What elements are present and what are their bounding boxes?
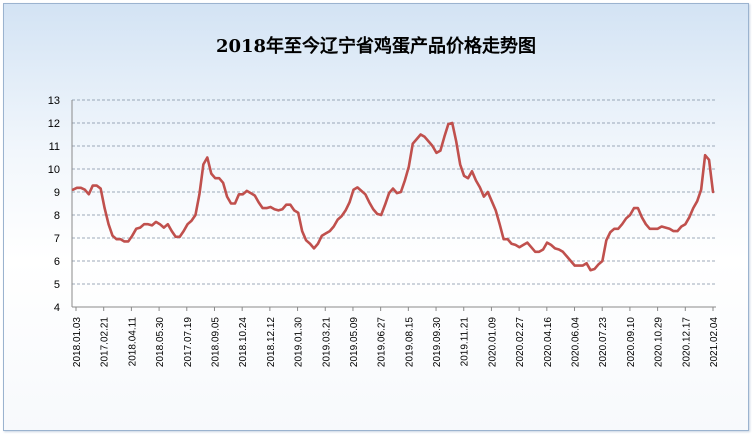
series-line xyxy=(71,121,715,272)
y-tick-label: 11 xyxy=(49,141,60,153)
x-tick-label: 2020.01.09 xyxy=(487,317,498,367)
x-tick-label: 2020.04.16 xyxy=(543,317,554,367)
x-tick-label: 2019.08.15 xyxy=(404,317,415,367)
x-tick-label: 2018.10.24 xyxy=(238,317,249,367)
x-tick-label: 2021.02.04 xyxy=(709,317,720,367)
x-tick-label: 2018.05.30 xyxy=(155,317,166,367)
y-tick-label: 7 xyxy=(54,233,60,245)
x-tick-labels: 2018.01.03 2017.02.21 2018.04.11 2018.05.30… xyxy=(72,317,720,367)
chart-title: 2018年至今辽宁省鸡蛋产品价格走势图 xyxy=(216,35,536,57)
x-tick-label: 2020.10.29 xyxy=(654,317,665,367)
x-tick-label: 2018.01.03 xyxy=(72,317,83,367)
gridlines xyxy=(72,99,716,285)
y-tick-label: 4 xyxy=(54,302,60,314)
x-tick-label: 2020.09.10 xyxy=(626,317,637,367)
x-tick-label: 2017.07.19 xyxy=(183,317,194,367)
y-tick-label: 6 xyxy=(54,256,60,268)
y-tick-labels: 4 5 6 7 8 9 10 11 12 13 xyxy=(48,95,60,314)
y-tick-label: 8 xyxy=(54,210,60,222)
x-tick-label: 2017.02.21 xyxy=(100,317,111,367)
y-tick-label: 12 xyxy=(48,118,60,130)
y-tick-label: 10 xyxy=(48,164,60,176)
chart-frame xyxy=(3,3,749,431)
x-tick-label: 2018.12.12 xyxy=(266,317,277,367)
x-tick-label: 2019.01.30 xyxy=(294,317,305,367)
x-tick-label: 2019.03.21 xyxy=(321,317,332,367)
x-tick-label: 2019.09.30 xyxy=(432,317,443,367)
x-tick-label: 2020.02.27 xyxy=(515,317,526,367)
x-tick-label: 2018.09.05 xyxy=(210,317,221,367)
y-tick-label: 13 xyxy=(48,95,60,107)
x-tick-label: 2019.11.21 xyxy=(460,317,471,367)
x-tick-label: 2019.05.09 xyxy=(349,317,360,367)
x-tick-label: 2018.04.11 xyxy=(127,317,138,367)
x-tick-label: 2019.06.27 xyxy=(377,317,388,367)
axes xyxy=(71,100,716,311)
x-tick-label: 2020.12.17 xyxy=(681,317,692,367)
y-tick-label: 5 xyxy=(54,279,60,291)
x-tick-label: 2020.07.23 xyxy=(598,317,609,367)
x-tick-label: 2020.06.04 xyxy=(571,317,582,367)
y-tick-label: 9 xyxy=(54,187,60,199)
